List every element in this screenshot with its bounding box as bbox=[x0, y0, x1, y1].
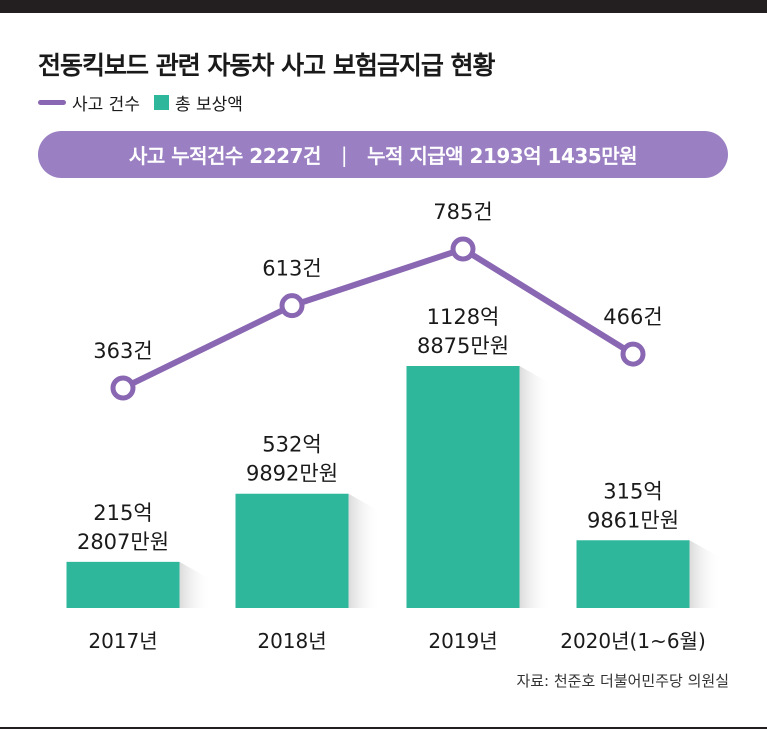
bar-value-label: 532억 bbox=[262, 433, 321, 457]
line-point bbox=[450, 236, 476, 262]
bar-value-label: 9892만원 bbox=[246, 462, 338, 486]
summary-banner: 사고 누적건수 2227건 | 누적 지급액 2193억 1435만원 bbox=[38, 131, 728, 178]
bar-value-label: 1128억 bbox=[427, 305, 500, 329]
summary-separator: | bbox=[340, 142, 348, 167]
legend: 사고 건수 총 보상액 bbox=[38, 90, 243, 115]
legend-bar-label: 총 보상액 bbox=[174, 95, 243, 115]
chart-area: 215억 2807만원 2017년 532억 9892만원 2018년 1128억 8875만… bbox=[66, 200, 722, 653]
bar-shadow bbox=[689, 540, 722, 608]
accident-count-line bbox=[120, 246, 636, 391]
line-point bbox=[110, 375, 136, 401]
bar-total-payout bbox=[235, 493, 349, 608]
bar-shadow bbox=[519, 366, 552, 608]
bar-value-label: 2807만원 bbox=[77, 530, 169, 554]
bar-value-label: 215억 bbox=[93, 501, 152, 525]
bar-value-label: 315억 bbox=[603, 479, 662, 503]
bar-value-label: 9861만원 bbox=[587, 508, 679, 532]
source-note: 자료: 천준호 더불어민주당 의원실 bbox=[516, 672, 729, 690]
line-point bbox=[279, 293, 305, 319]
line-value-label: 613건 bbox=[262, 257, 321, 281]
summary-total-accidents: 사고 누적건수 2227건 bbox=[128, 144, 321, 168]
legend-line-swatch bbox=[38, 100, 66, 105]
bar-shadow bbox=[179, 561, 212, 608]
x-tick-label: 2017년 bbox=[88, 629, 157, 653]
x-tick-label: 2020년(1~6월) bbox=[560, 629, 706, 653]
line-value-label: 785건 bbox=[433, 200, 492, 224]
line-value-label: 466건 bbox=[603, 305, 662, 329]
chart-title: 전동킥보드 관련 자동차 사고 보험금지급 현황 bbox=[38, 51, 496, 80]
bar-total-payout bbox=[66, 561, 180, 608]
legend-bar-swatch bbox=[153, 95, 169, 110]
x-tick-label: 2019년 bbox=[428, 629, 497, 653]
top-bar bbox=[0, 0, 767, 13]
bar-value-label: 8875만원 bbox=[417, 334, 509, 358]
bottom-rule bbox=[0, 727, 767, 729]
summary-total-payout: 누적 지급액 2193억 1435만원 bbox=[367, 144, 638, 168]
line-value-label: 363건 bbox=[93, 339, 152, 363]
bar-total-payout bbox=[576, 540, 690, 608]
x-tick-label: 2018년 bbox=[257, 629, 326, 653]
line-point bbox=[620, 341, 646, 367]
bar-total-payout bbox=[406, 366, 520, 608]
legend-line-label: 사고 건수 bbox=[72, 95, 140, 115]
bar-shadow bbox=[348, 493, 381, 608]
